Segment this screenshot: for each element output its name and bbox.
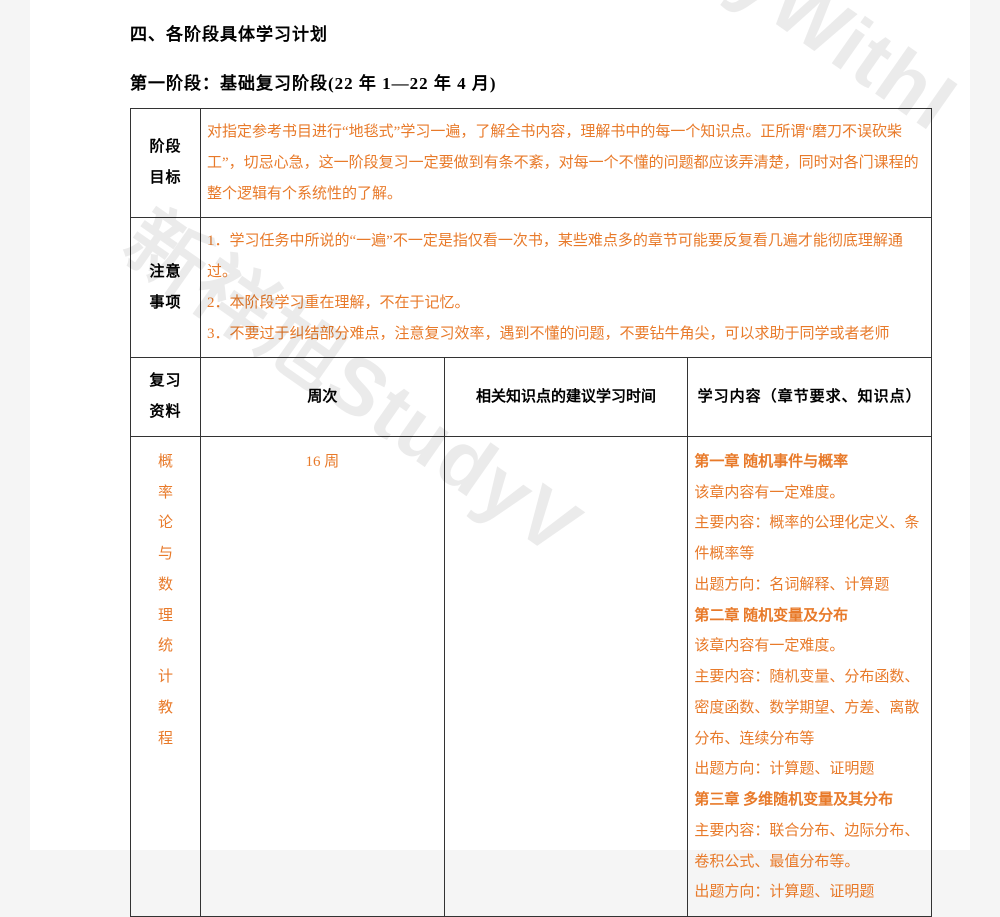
hdr-time: 相关知识点的建议学习时间: [444, 358, 688, 437]
hdr-material: 复习资料: [131, 358, 201, 437]
row-body: 概率论与数理统计教程 16 周 第一章 随机事件与概率该章内容有一定难度。主要内…: [131, 436, 932, 916]
phase-title: 第一阶段：基础复习阶段(22 年 1—22 年 4 月): [130, 69, 930, 94]
row-goal: 阶段目标 对指定参考书目进行“地毯式”学习一遍，了解全书内容，理解书中的每一个知…: [131, 109, 932, 218]
content-goal: 对指定参考书目进行“地毯式”学习一遍，了解全书内容，理解书中的每一个知识点。正所…: [201, 109, 932, 218]
label-notice: 注意事项: [131, 218, 201, 358]
row-header: 复习资料 周次 相关知识点的建议学习时间 学习内容（章节要求、知识点）: [131, 358, 932, 437]
row-notice: 注意事项 1．学习任务中所说的“一遍”不一定是指仅看一次书，某些难点多的章节可能…: [131, 218, 932, 358]
chapter-content: 第一章 随机事件与概率该章内容有一定难度。主要内容：概率的公理化定义、条件概率等…: [688, 436, 932, 916]
time-value: [444, 436, 688, 916]
content-notice: 1．学习任务中所说的“一遍”不一定是指仅看一次书，某些难点多的章节可能要反复看几…: [201, 218, 932, 358]
label-goal: 阶段目标: [131, 109, 201, 218]
section-title: 四、各阶段具体学习计划: [130, 20, 930, 45]
document-page: StudyWithI 新祥旭StudyV 四、各阶段具体学习计划 第一阶段：基础…: [30, 0, 970, 850]
hdr-week: 周次: [201, 358, 445, 437]
book-name: 概率论与数理统计教程: [131, 436, 201, 916]
week-value: 16 周: [201, 436, 445, 916]
hdr-content: 学习内容（章节要求、知识点）: [688, 358, 932, 437]
study-plan-table: 阶段目标 对指定参考书目进行“地毯式”学习一遍，了解全书内容，理解书中的每一个知…: [130, 108, 932, 917]
